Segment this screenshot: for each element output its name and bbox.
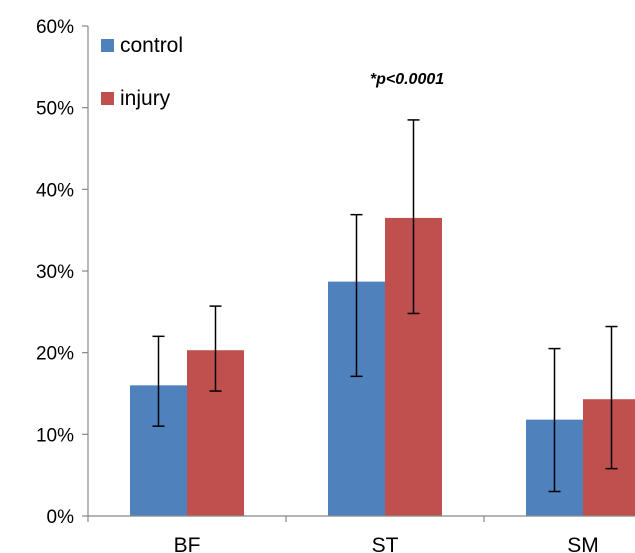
y-tick-label: 0% (47, 507, 75, 528)
x-axis: BF ST SM (87, 515, 635, 553)
significance-annotation: *p<0.0001 (370, 71, 444, 88)
error-bar-control-ST (350, 213, 363, 378)
error-bar-injury-ST (407, 119, 420, 315)
y-tick-label: 10% (36, 425, 74, 446)
bars (130, 217, 635, 516)
y-tick-label: 40% (36, 180, 74, 201)
legend-swatch-injury (101, 92, 114, 105)
y-tick-label: 30% (36, 262, 74, 283)
y-tick-label: 20% (36, 344, 74, 365)
bar-injury-SM (583, 399, 635, 516)
error-bar-control-SM (548, 347, 561, 493)
legend-swatch-control (101, 39, 114, 52)
error-bar-control-BF (152, 335, 165, 427)
legend-label-control: control (120, 34, 183, 57)
x-category-label: SM (567, 534, 599, 553)
y-axis: 0% 10% 20% 30% 40% 50% 60% (36, 17, 89, 528)
x-category-label: BF (174, 534, 201, 553)
error-bars (152, 119, 618, 493)
legend-label-injury: injury (120, 87, 171, 110)
x-category-label: ST (372, 534, 399, 553)
y-tick-label: 60% (36, 17, 74, 38)
legend: control injury (101, 34, 183, 110)
y-tick-label: 50% (36, 99, 74, 120)
error-bar-injury-SM (605, 325, 618, 470)
error-bar-injury-BF (209, 305, 222, 392)
